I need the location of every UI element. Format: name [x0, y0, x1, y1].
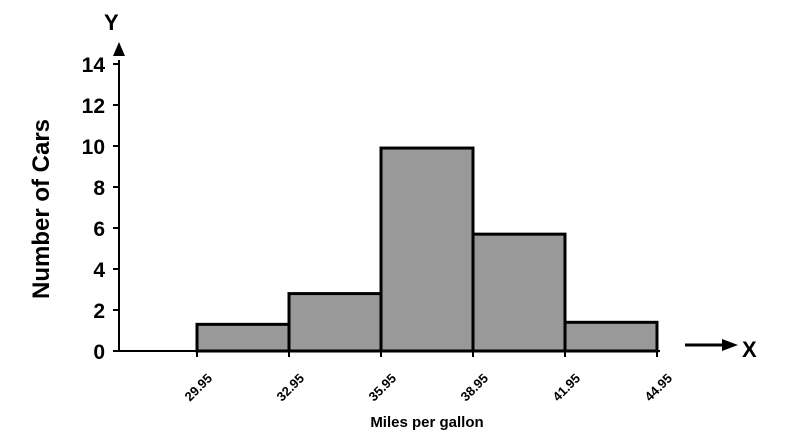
y-axis-letter: Y: [104, 10, 119, 35]
histogram-bar: [287, 292, 383, 353]
histogram-bar: [379, 146, 475, 353]
histogram-bar: [471, 232, 567, 353]
y-axis-title: Number of Cars: [28, 119, 55, 299]
y-ticks-group: 0 2 4 6 8 10 12 14: [82, 54, 119, 364]
y-tick-label: 2: [93, 300, 105, 323]
x-tick-label: 38.95: [458, 371, 492, 405]
histogram-bar: [563, 320, 659, 353]
y-tick-label: 6: [93, 218, 105, 241]
y-tick-label: 0: [93, 341, 105, 364]
y-tick-label: 10: [82, 136, 105, 159]
bars-group: [195, 146, 659, 353]
histogram-bar: [195, 322, 291, 353]
x-axis-letter: X: [742, 337, 757, 362]
x-tick-label: 29.95: [182, 371, 216, 405]
x-tick-label: 35.95: [366, 371, 400, 405]
x-tick-label: 32.95: [274, 371, 308, 405]
x-axis-arrowhead: [722, 339, 738, 351]
y-tick-label: 14: [82, 54, 106, 77]
x-tick-label: 41.95: [550, 371, 584, 405]
axes-group: Y X: [104, 10, 757, 362]
y-tick-label: 12: [82, 95, 105, 118]
y-tick-label: 4: [93, 259, 105, 282]
x-tick-label: 44.95: [642, 371, 676, 405]
y-axis-arrowhead: [113, 42, 125, 56]
y-tick-label: 8: [93, 177, 105, 200]
x-ticks-group: 29.95 32.95 35.95 38.95 41.95 44.95: [182, 351, 676, 405]
x-axis-title: Miles per gallon: [370, 414, 483, 431]
